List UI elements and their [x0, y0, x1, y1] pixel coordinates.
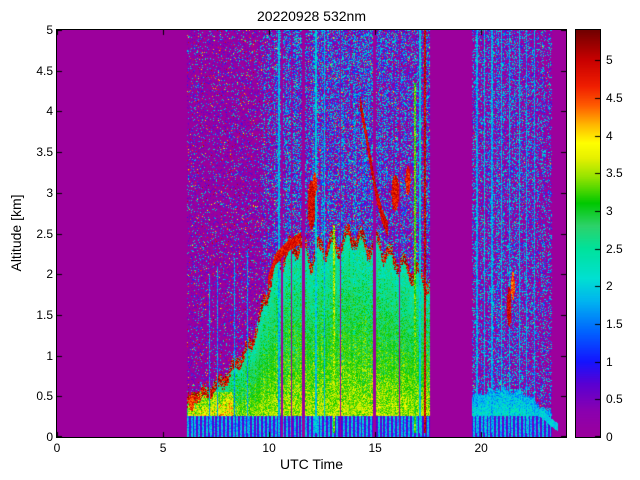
colorbar-tick-label: 0	[606, 430, 613, 444]
y-tick-label: 3.5	[36, 145, 53, 160]
colorbar-tick-label: 1.5	[606, 316, 623, 331]
colorbar	[575, 29, 601, 438]
colorbar-tick-label: 3.5	[606, 166, 623, 181]
x-tick-label: 15	[368, 441, 382, 455]
x-tick-label: 20	[474, 441, 488, 455]
colorbar-tick-label: 1	[606, 354, 613, 369]
colorbar-tick-label: 2	[606, 279, 613, 294]
x-axis-label: UTC Time	[280, 456, 343, 472]
chart-title: 20220928 532nm	[257, 8, 366, 24]
y-tick-label: 0.5	[36, 389, 53, 404]
y-tick-label: 4.5	[36, 63, 53, 78]
colorbar-tick-label: 3	[606, 203, 613, 218]
y-tick-label: 5	[46, 23, 53, 37]
colorbar-tick-label: 5	[606, 53, 613, 68]
colorbar-tick-label: 2.5	[606, 241, 623, 256]
x-tick-label: 10	[262, 441, 276, 455]
x-tick-label: 0	[53, 441, 61, 455]
y-tick-label: 2.5	[36, 226, 53, 241]
y-axis-label: Altitude [km]	[8, 194, 24, 272]
y-tick-label: 1.5	[36, 307, 53, 322]
colorbar-tick-label: 0.5	[606, 392, 623, 407]
y-tick-label: 2	[46, 267, 53, 282]
y-tick-label: 1	[46, 348, 53, 363]
y-tick-label: 3	[46, 185, 53, 200]
colorbar-tick-label: 4	[606, 128, 613, 143]
heatmap-canvas	[56, 29, 567, 438]
y-tick-label: 0	[46, 430, 53, 444]
x-tick-label: 5	[159, 441, 167, 455]
y-tick-label: 4	[46, 104, 53, 119]
colorbar-tick-label: 4.5	[606, 90, 623, 105]
